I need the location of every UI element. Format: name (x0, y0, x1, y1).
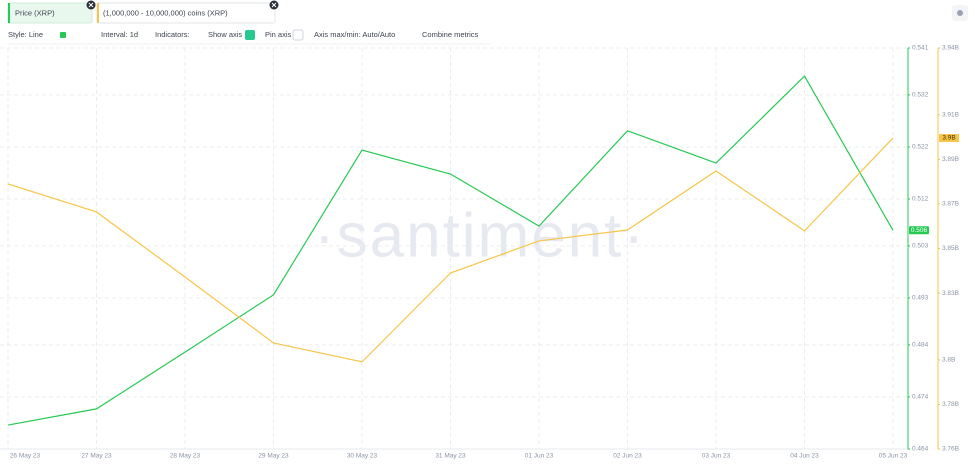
series-line (7, 75, 894, 426)
toolbar-item[interactable]: Axis max/min: Auto/Auto (314, 30, 395, 39)
y-tick-label: 0.522 (912, 144, 929, 151)
legend-swatch (8, 3, 10, 23)
y-tick-label: 0.532 (912, 92, 929, 99)
x-tick-label: 30 May 23 (347, 453, 378, 460)
y2-tick-label: 3.78B (942, 401, 959, 408)
x-tick-label: 05 Jun 23 (879, 453, 908, 460)
x-tick-label: 26 May 23 (10, 453, 41, 460)
current-value-badge (909, 226, 929, 235)
close-icon (271, 2, 277, 8)
settings-icon (957, 10, 963, 16)
x-tick-label: 27 May 23 (81, 453, 112, 460)
x-tick-label: 01 Jun 23 (525, 453, 554, 460)
watermark: ·santiment· (314, 201, 646, 270)
toolbar-item[interactable]: Combine metrics (422, 30, 479, 39)
y-tick-label: 0.484 (912, 342, 929, 349)
x-tick-label: 31 May 23 (435, 453, 466, 460)
toolbar-item[interactable]: Style: Line (8, 30, 43, 39)
toolbar-item[interactable]: Indicators: (155, 30, 190, 39)
legend-label: Price (XRP) (15, 8, 55, 17)
y2-tick-label: 3.94B (942, 45, 959, 52)
y2-tick-label: 3.87B (942, 201, 959, 208)
current-value-badge (939, 134, 959, 143)
series-line (7, 137, 894, 363)
y2-tick-label: 3.8B (942, 357, 955, 364)
x-tick-label: 03 Jun 23 (702, 453, 731, 460)
checkbox-checked[interactable] (245, 30, 255, 40)
current-value-label: 3.9B (942, 135, 955, 142)
x-tick-label: 04 Jun 23 (790, 453, 819, 460)
x-tick-label: 29 May 23 (258, 453, 289, 460)
y-tick-label: 0.541 (912, 45, 929, 52)
y2-tick-label: 3.83B (942, 290, 959, 297)
legend-swatch (97, 3, 99, 23)
y-tick-label: 0.503 (912, 243, 929, 250)
y-tick-label: 0.464 (912, 446, 929, 453)
y2-tick-label: 3.76B (942, 446, 959, 453)
current-value-label: 0.506 (911, 227, 928, 234)
close-icon (88, 2, 94, 8)
legend-label: (1,000,000 - 10,000,000) coins (XRP) (103, 8, 228, 17)
y-tick-label: 0.512 (912, 196, 929, 203)
x-tick-label: 02 Jun 23 (613, 453, 642, 460)
checkbox[interactable] (292, 29, 304, 41)
y2-tick-label: 3.91B (942, 112, 959, 119)
y-tick-label: 0.493 (912, 295, 929, 302)
toolbar-item[interactable]: Show axis (208, 30, 242, 39)
style-swatch (60, 32, 66, 38)
toolbar-item[interactable]: Pin axis (265, 30, 292, 39)
x-tick-label: 28 May 23 (170, 453, 201, 460)
y2-tick-label: 3.85B (942, 245, 959, 252)
y-tick-label: 0.474 (912, 394, 929, 401)
toolbar-item[interactable]: Interval: 1d (101, 30, 138, 39)
y2-tick-label: 3.89B (942, 156, 959, 163)
